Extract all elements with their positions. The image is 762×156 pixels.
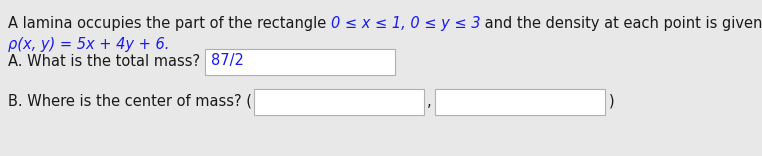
- Text: ): ): [609, 93, 615, 109]
- Text: ρ(x, y) = 5x + 4y + 6.: ρ(x, y) = 5x + 4y + 6.: [8, 37, 169, 52]
- Text: B. Where is the center of mass? (: B. Where is the center of mass? (: [8, 93, 252, 109]
- Text: and the density at each point is given by the function: and the density at each point is given b…: [480, 16, 762, 31]
- Text: 0 ≤ x ≤ 1, 0 ≤ y ≤ 3: 0 ≤ x ≤ 1, 0 ≤ y ≤ 3: [331, 16, 480, 31]
- FancyBboxPatch shape: [205, 49, 395, 75]
- Text: A lamina occupies the part of the rectangle: A lamina occupies the part of the rectan…: [8, 16, 331, 31]
- FancyBboxPatch shape: [435, 89, 605, 115]
- FancyBboxPatch shape: [254, 89, 424, 115]
- Text: ,: ,: [427, 93, 431, 109]
- Text: A. What is the total mass?: A. What is the total mass?: [8, 54, 200, 68]
- Text: 87/2: 87/2: [211, 54, 244, 68]
